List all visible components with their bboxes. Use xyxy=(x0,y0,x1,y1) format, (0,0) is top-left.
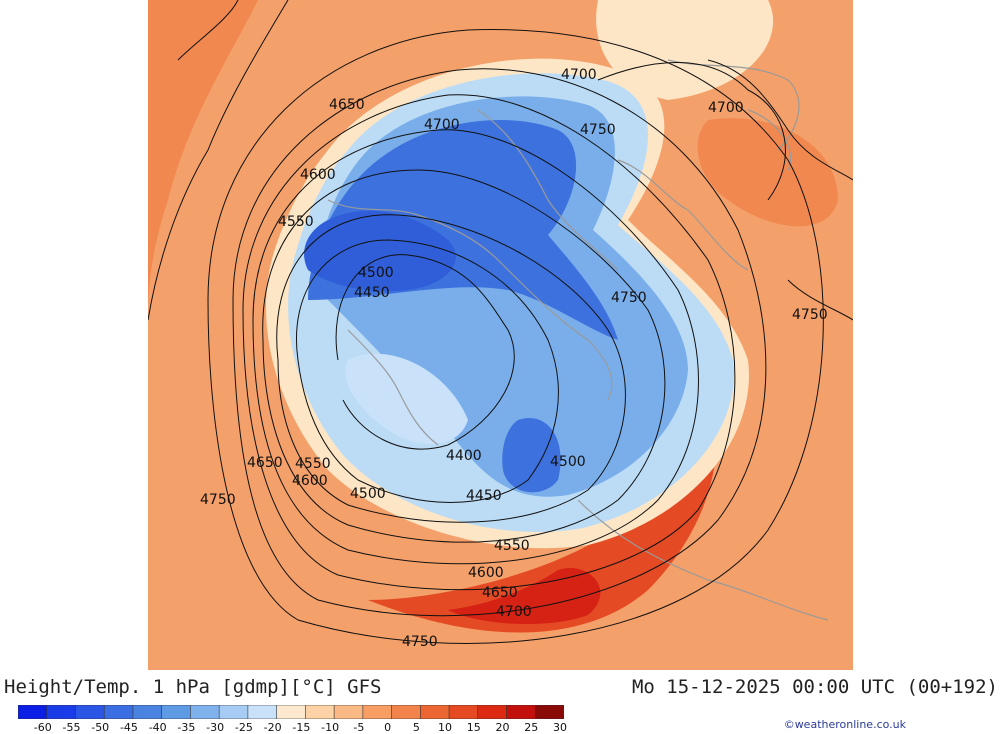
contour-label: 4500 xyxy=(550,454,586,470)
legend-tick-label: -25 xyxy=(234,721,253,734)
legend-tick-label: 5 xyxy=(412,721,420,734)
legend-swatch xyxy=(362,705,393,719)
contour-label: 4550 xyxy=(295,456,331,472)
legend-tick-label: -45 xyxy=(119,721,138,734)
legend-tick-label: 15 xyxy=(466,721,481,734)
contour-label: 4600 xyxy=(300,167,336,183)
temperature-map: 4700 4650 4700 4750 4700 4600 4550 4500 … xyxy=(148,0,853,670)
legend-tick-label: -60 xyxy=(33,721,52,734)
contour-label: 4400 xyxy=(446,448,482,464)
legend-swatch xyxy=(276,705,307,719)
legend-tick-label: -20 xyxy=(263,721,282,734)
valid-time: Mo 15-12-2025 00:00 UTC (00+192) xyxy=(631,676,998,698)
legend-swatch xyxy=(75,705,106,719)
contour-label: 4700 xyxy=(496,604,532,620)
legend-swatch xyxy=(534,705,564,719)
credit-link[interactable]: ©weatheronline.co.uk xyxy=(783,718,906,731)
legend-swatch xyxy=(333,705,364,719)
legend-tick-label: -30 xyxy=(206,721,225,734)
legend-tick-label: 30 xyxy=(553,721,567,734)
legend-swatch xyxy=(506,705,537,719)
cold-core-region xyxy=(304,210,456,292)
map-title: Height/Temp. 1 hPa [gdmp][°C] GFS xyxy=(4,676,382,698)
warm-region-east xyxy=(697,118,838,227)
legend-swatch xyxy=(247,705,278,719)
contour-label: 4500 xyxy=(358,265,394,281)
legend-swatch xyxy=(132,705,163,719)
legend-swatch xyxy=(420,705,450,719)
legend-swatch xyxy=(190,705,220,719)
contour-label: 4750 xyxy=(792,307,828,323)
legend-tick-label: 25 xyxy=(524,721,539,734)
contour-labels: 4700 4650 4700 4750 4700 4600 4550 4500 … xyxy=(200,67,828,650)
legend-tick-label: 20 xyxy=(495,721,510,734)
legend-tick-label: 10 xyxy=(438,721,453,734)
contour-label: 4600 xyxy=(468,565,504,581)
contour-label: 4700 xyxy=(708,100,744,116)
contour-label: 4700 xyxy=(561,67,597,83)
legend-swatch xyxy=(161,705,192,719)
legend-swatch xyxy=(46,705,77,719)
hot-region-south xyxy=(368,380,716,633)
legend-swatch xyxy=(218,705,249,719)
contour-label: 4550 xyxy=(494,538,530,554)
color-scale-tick-labels: -60 -55 -50 -45 -40 -35 -30 -25 -20 -15 -10 -5 0 5 10 1… xyxy=(0,721,600,734)
contour-label: 4650 xyxy=(329,97,365,113)
pale-patch-center xyxy=(345,353,468,444)
legend-swatch xyxy=(477,705,508,719)
cold-patch-southeast xyxy=(502,418,561,493)
legend-swatch xyxy=(448,705,479,719)
warm-region-west xyxy=(148,0,258,320)
legend-swatch xyxy=(305,705,335,719)
legend-swatch xyxy=(103,705,134,719)
color-scale-legend xyxy=(18,705,564,719)
hottest-region-south xyxy=(448,568,601,625)
legend-tick-label: -5 xyxy=(353,721,365,734)
legend-tick-label: 0 xyxy=(384,721,392,734)
contour-label: 4750 xyxy=(611,290,647,306)
contour-label: 4650 xyxy=(247,455,283,471)
contour-label: 4750 xyxy=(580,122,616,138)
contour-label: 4450 xyxy=(354,285,390,301)
contour-label: 4600 xyxy=(292,473,328,489)
contour-label: 4650 xyxy=(482,585,518,601)
legend-tick-label: -40 xyxy=(148,721,167,734)
legend-swatch xyxy=(18,705,48,719)
legend-tick-label: -50 xyxy=(91,721,110,734)
legend-swatch xyxy=(391,705,422,719)
legend-tick-label: -15 xyxy=(292,721,311,734)
height-contours xyxy=(148,0,853,644)
contour-label: 4550 xyxy=(278,214,314,230)
contour-label: 4450 xyxy=(466,488,502,504)
contour-label: 4500 xyxy=(350,486,386,502)
contour-label: 4750 xyxy=(200,492,236,508)
legend-tick-label: -55 xyxy=(62,721,81,734)
legend-tick-label: -35 xyxy=(177,721,196,734)
contour-label: 4750 xyxy=(402,634,438,650)
contour-label: 4700 xyxy=(424,117,460,133)
legend-tick-label: -10 xyxy=(321,721,340,734)
